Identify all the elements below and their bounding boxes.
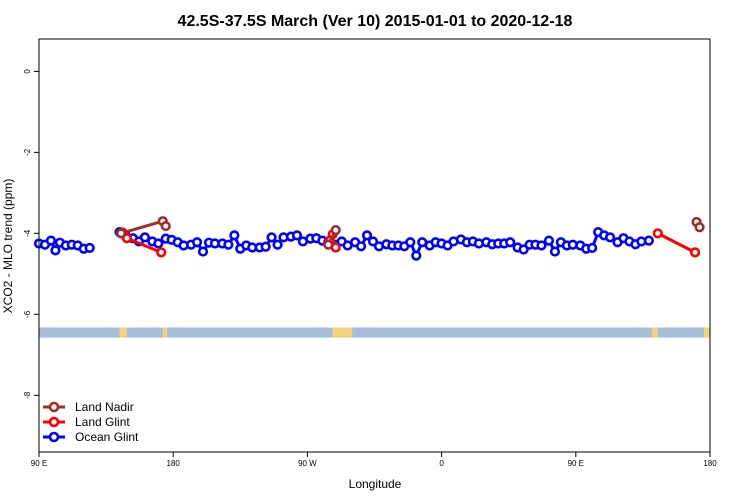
data-point	[505, 237, 516, 248]
data-point	[272, 239, 283, 250]
series-line-segment	[126, 236, 162, 254]
data-point	[197, 246, 209, 257]
data-point	[355, 241, 367, 252]
chart-title: 42.5S-37.5S March (Ver 10) 2015-01-01 to…	[178, 13, 573, 30]
data-point	[689, 247, 701, 258]
legend-swatch-marker	[48, 401, 60, 413]
data-point	[160, 220, 171, 232]
series-line-segment	[120, 219, 164, 235]
data-point	[153, 238, 164, 249]
x-tick-label: 90 E	[31, 459, 47, 468]
plot-series	[33, 216, 705, 261]
data-point	[223, 239, 234, 250]
legend-swatch-marker	[48, 431, 60, 443]
y-tick-label: 0	[23, 69, 32, 74]
data-point	[643, 235, 654, 246]
data-point	[115, 228, 127, 239]
data-point	[361, 230, 373, 241]
data-point	[191, 237, 203, 248]
land-patch	[119, 327, 127, 338]
land-patch	[162, 327, 168, 338]
data-point	[543, 235, 555, 246]
legend-item: Land Glint	[43, 415, 130, 429]
land-patch	[704, 327, 710, 338]
x-axis-label: Longitude	[349, 477, 402, 491]
legend-label: Ocean Glint	[75, 430, 139, 444]
legend-label: Land Glint	[75, 415, 130, 429]
data-point	[291, 230, 303, 241]
legend-label: Land Nadir	[75, 400, 134, 414]
x-tick-label: 90 E	[568, 459, 584, 468]
legend-item: Ocean Glint	[43, 430, 139, 444]
data-point	[45, 235, 57, 246]
y-axis-label: XCO2 - MLO trend (ppm)	[1, 179, 15, 314]
data-point	[652, 228, 663, 239]
ocean-band	[39, 327, 710, 338]
data-point	[694, 222, 705, 233]
data-point	[156, 247, 167, 258]
data-point	[405, 237, 416, 248]
data-point	[323, 239, 334, 250]
y-tick-label: -8	[23, 391, 32, 399]
legend-swatch-marker	[48, 416, 60, 428]
x-tick-label: 90 W	[298, 459, 317, 468]
land-patch	[332, 327, 353, 338]
plot-frame	[38, 38, 711, 453]
data-point	[604, 232, 616, 243]
data-point	[229, 230, 240, 241]
series-line-segment	[657, 232, 696, 254]
data-point	[536, 240, 547, 251]
legend-item: Land Nadir	[43, 400, 134, 414]
data-point	[411, 250, 422, 261]
x-tick-label: 180	[703, 459, 717, 468]
data-point	[139, 232, 150, 243]
plot-axes: 90 E 180 90 W 0 90 E 180 0 -2 -4 -6 -8	[23, 38, 717, 468]
data-point	[330, 225, 341, 236]
x-tick-label: 0	[439, 459, 444, 468]
y-tick-label: -6	[23, 310, 32, 318]
data-point	[587, 242, 598, 254]
data-point	[549, 246, 561, 257]
series-land-nadir	[115, 216, 705, 250]
x-tick-label: 180	[167, 459, 181, 468]
data-point	[266, 232, 277, 243]
land-patch	[651, 327, 658, 338]
y-tick-label: -4	[23, 229, 32, 237]
data-point	[50, 245, 61, 256]
data-point	[84, 242, 95, 254]
y-tick-label: -2	[23, 148, 32, 156]
data-point	[260, 241, 271, 252]
land-ocean-mask	[39, 327, 710, 338]
